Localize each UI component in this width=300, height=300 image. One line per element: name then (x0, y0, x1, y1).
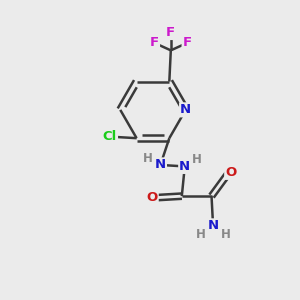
Text: H: H (196, 228, 206, 241)
Text: Cl: Cl (103, 130, 117, 143)
Text: O: O (225, 166, 236, 179)
Text: H: H (192, 153, 202, 167)
Text: N: N (207, 219, 219, 232)
Text: N: N (179, 160, 190, 173)
Text: F: F (150, 36, 159, 50)
Text: H: H (220, 228, 230, 241)
Text: F: F (183, 36, 192, 50)
Text: F: F (166, 26, 176, 39)
Text: H: H (143, 152, 153, 165)
Text: N: N (155, 158, 166, 171)
Text: N: N (180, 103, 191, 116)
Text: O: O (146, 191, 158, 204)
